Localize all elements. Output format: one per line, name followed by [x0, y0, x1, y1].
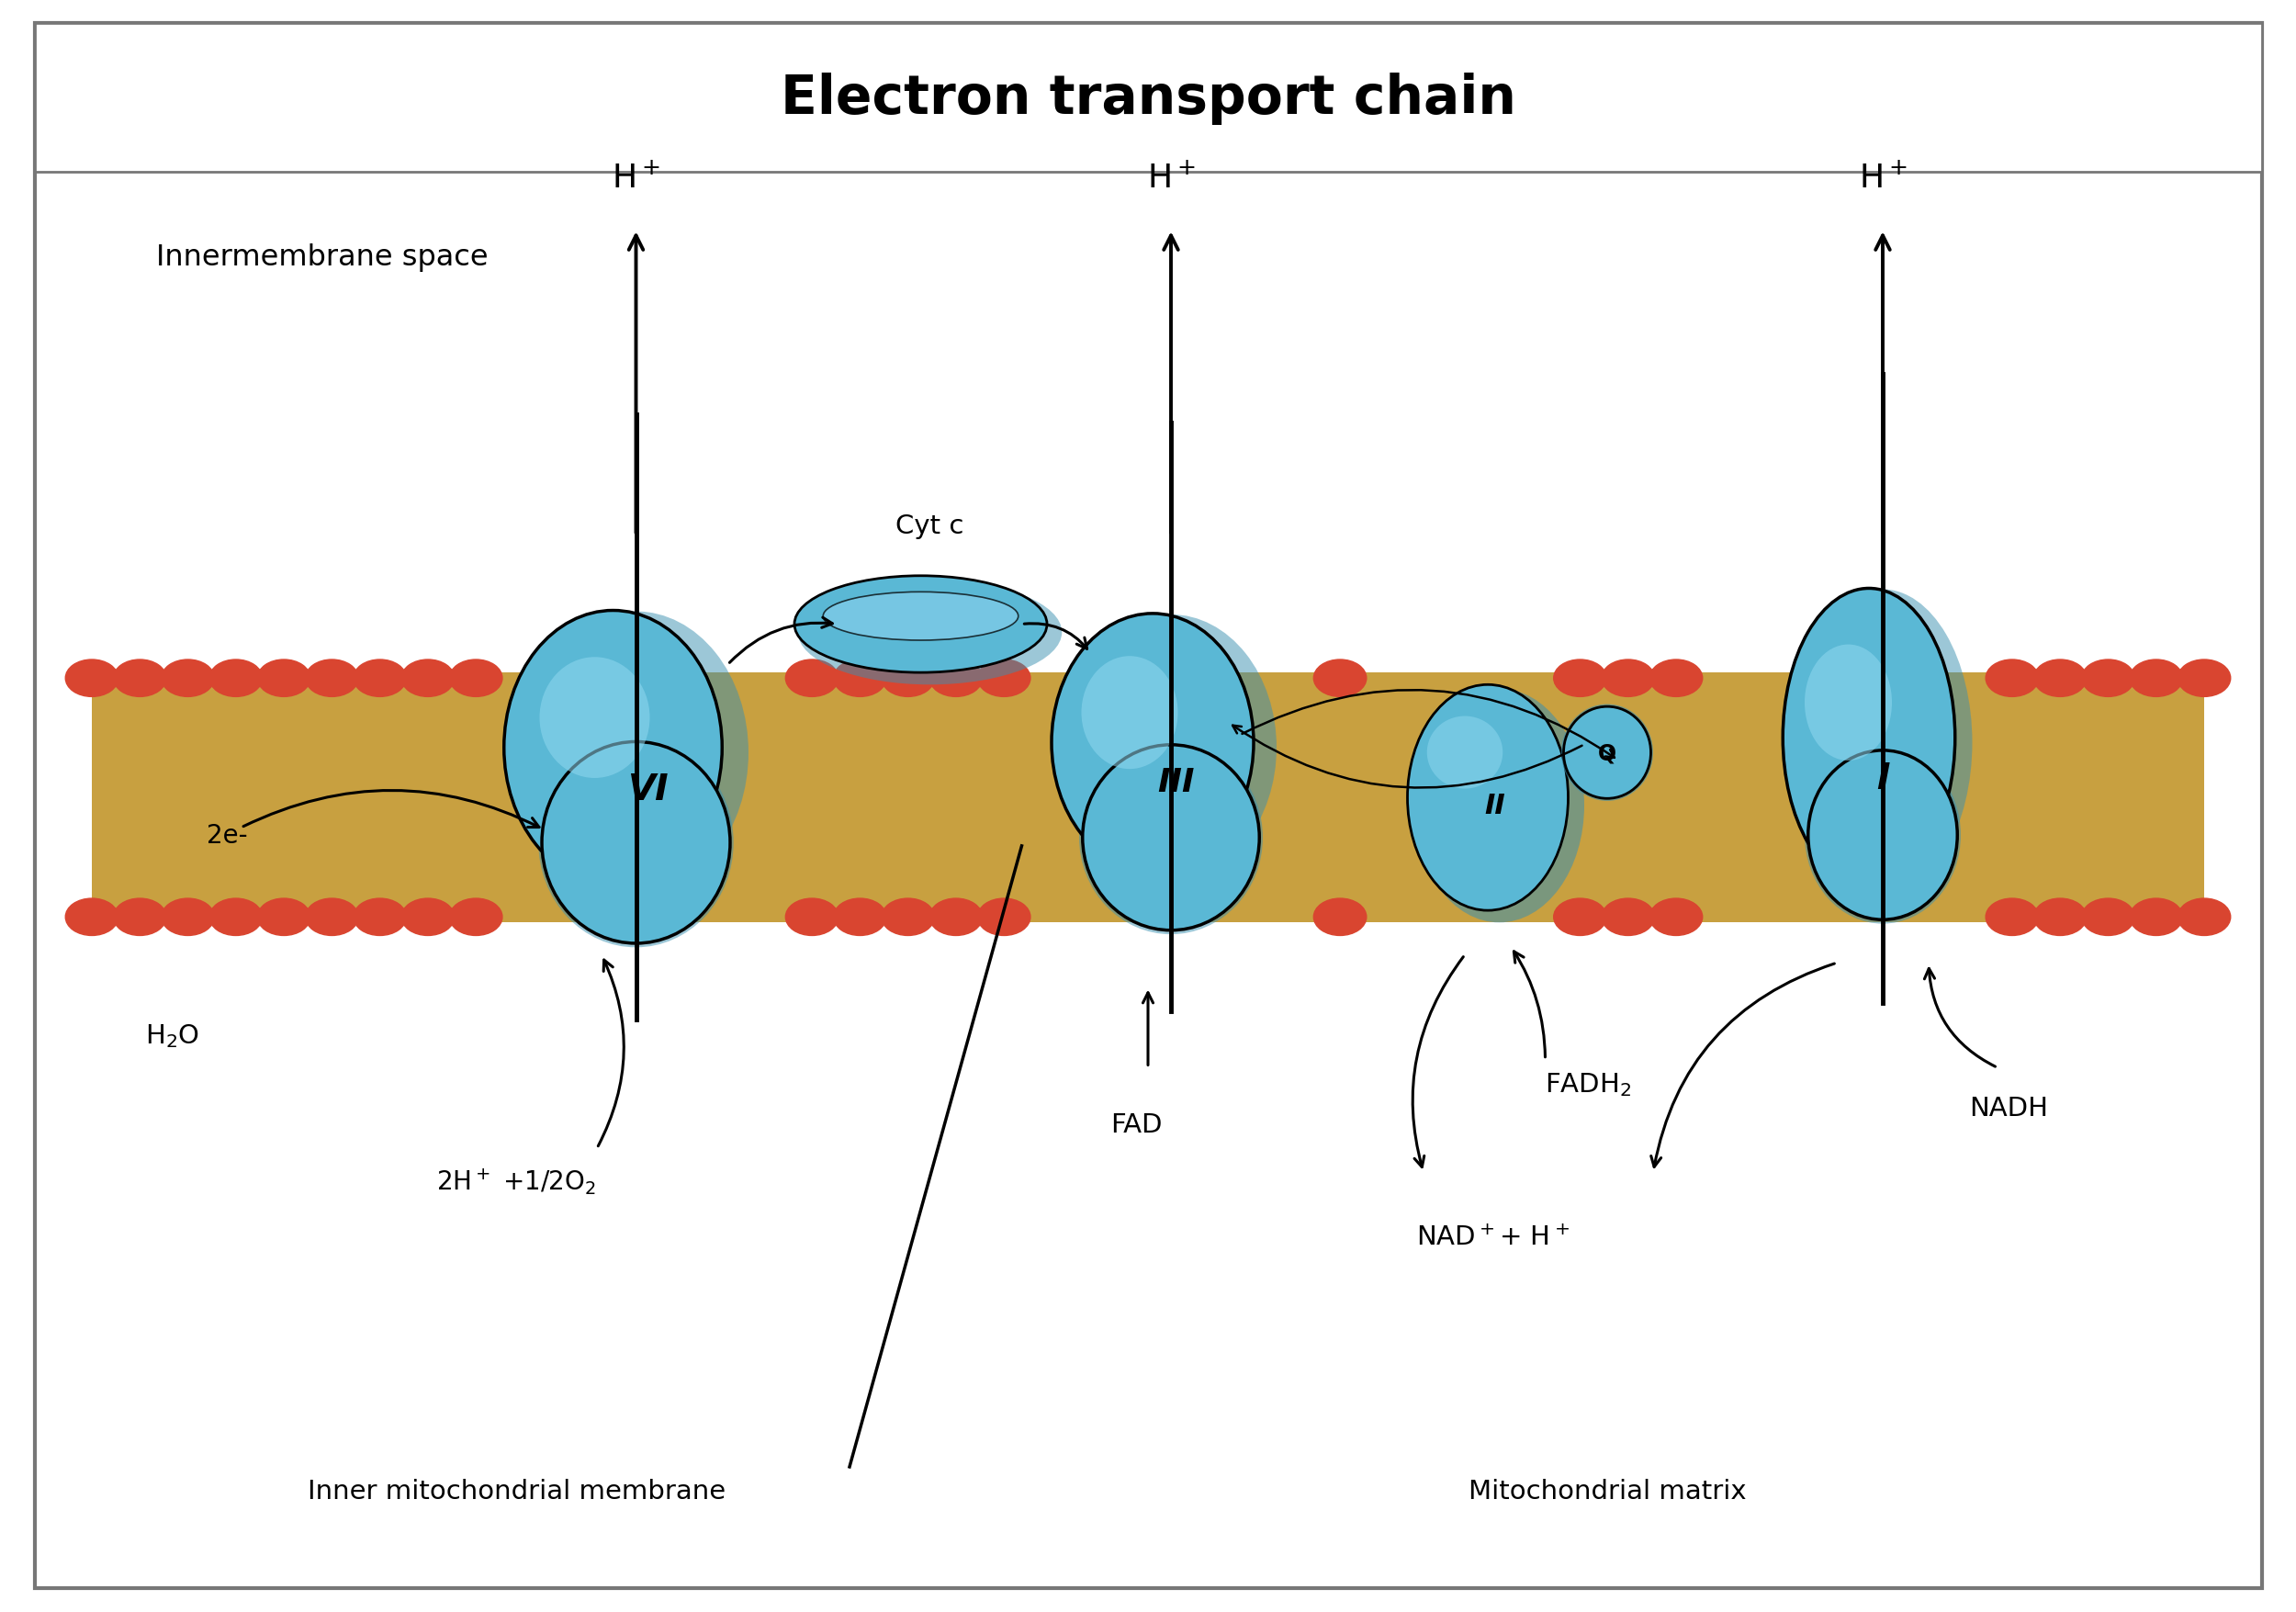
- Circle shape: [354, 659, 406, 696]
- Circle shape: [113, 899, 165, 937]
- Circle shape: [354, 899, 406, 937]
- Text: III: III: [1157, 766, 1194, 798]
- Circle shape: [2177, 899, 2232, 937]
- Circle shape: [2131, 899, 2183, 937]
- Ellipse shape: [1805, 746, 1961, 924]
- Circle shape: [113, 659, 165, 696]
- Circle shape: [882, 659, 934, 696]
- Circle shape: [305, 659, 358, 696]
- Circle shape: [257, 899, 310, 937]
- Circle shape: [2082, 659, 2135, 696]
- Circle shape: [305, 899, 358, 937]
- Circle shape: [1313, 899, 1366, 937]
- Circle shape: [2034, 659, 2087, 696]
- Ellipse shape: [1809, 751, 1956, 920]
- Circle shape: [833, 899, 886, 937]
- Circle shape: [1603, 659, 1655, 696]
- Circle shape: [1313, 659, 1366, 696]
- Circle shape: [209, 899, 262, 937]
- Ellipse shape: [505, 611, 721, 885]
- Circle shape: [930, 659, 983, 696]
- Circle shape: [1554, 659, 1607, 696]
- Circle shape: [64, 659, 119, 696]
- Circle shape: [785, 659, 838, 696]
- Ellipse shape: [1561, 704, 1653, 801]
- Bar: [34, 24, 2262, 172]
- Circle shape: [2034, 899, 2087, 937]
- Text: 2e-: 2e-: [207, 822, 248, 848]
- Circle shape: [209, 659, 262, 696]
- Circle shape: [978, 899, 1031, 937]
- Ellipse shape: [1805, 645, 1892, 761]
- Text: Q: Q: [1598, 742, 1616, 764]
- Circle shape: [161, 659, 214, 696]
- Text: Cyt c: Cyt c: [895, 514, 964, 538]
- Circle shape: [2177, 659, 2232, 696]
- Text: VI: VI: [627, 772, 668, 808]
- Ellipse shape: [540, 658, 650, 779]
- Ellipse shape: [1407, 685, 1568, 911]
- Text: Mitochondrial matrix: Mitochondrial matrix: [1467, 1478, 1747, 1504]
- Text: H$^+$: H$^+$: [1857, 163, 1908, 193]
- Text: II: II: [1483, 793, 1506, 819]
- Circle shape: [402, 899, 455, 937]
- Text: Inner mitochondrial membrane: Inner mitochondrial membrane: [308, 1478, 726, 1504]
- Circle shape: [1986, 659, 2039, 696]
- Text: NADH: NADH: [1970, 1096, 2048, 1120]
- Circle shape: [1649, 899, 1704, 937]
- Circle shape: [1986, 899, 2039, 937]
- Ellipse shape: [1084, 745, 1258, 930]
- Ellipse shape: [824, 593, 1019, 640]
- Circle shape: [450, 659, 503, 696]
- Circle shape: [161, 899, 214, 937]
- Circle shape: [402, 659, 455, 696]
- Ellipse shape: [794, 575, 1047, 674]
- Circle shape: [2082, 899, 2135, 937]
- Circle shape: [930, 899, 983, 937]
- Circle shape: [1603, 899, 1655, 937]
- Bar: [92, 674, 2204, 922]
- Text: H$_2$O: H$_2$O: [145, 1022, 200, 1049]
- Ellipse shape: [1793, 590, 1972, 896]
- Ellipse shape: [540, 738, 735, 948]
- Circle shape: [785, 899, 838, 937]
- Text: FADH$_2$: FADH$_2$: [1545, 1070, 1632, 1098]
- Ellipse shape: [523, 613, 748, 895]
- Ellipse shape: [1782, 588, 1956, 887]
- Circle shape: [64, 899, 119, 937]
- Ellipse shape: [799, 580, 1061, 685]
- Ellipse shape: [1052, 614, 1254, 872]
- Text: I: I: [1876, 761, 1890, 796]
- Ellipse shape: [1081, 656, 1178, 769]
- Circle shape: [978, 659, 1031, 696]
- Circle shape: [882, 899, 934, 937]
- Text: H$^+$: H$^+$: [611, 163, 661, 193]
- Circle shape: [2131, 659, 2183, 696]
- Text: FAD: FAD: [1111, 1112, 1162, 1136]
- Circle shape: [450, 899, 503, 937]
- Ellipse shape: [1428, 716, 1504, 788]
- Circle shape: [257, 659, 310, 696]
- Circle shape: [833, 659, 886, 696]
- Ellipse shape: [1414, 690, 1584, 922]
- Text: Innermembrane space: Innermembrane space: [156, 243, 489, 272]
- Text: Electron transport chain: Electron transport chain: [781, 73, 1515, 124]
- Ellipse shape: [1065, 616, 1277, 880]
- Ellipse shape: [1564, 708, 1651, 800]
- Text: 2H$^+$ +1/2O$_2$: 2H$^+$ +1/2O$_2$: [436, 1165, 595, 1196]
- Text: H$^+$: H$^+$: [1146, 163, 1196, 193]
- Circle shape: [1554, 899, 1607, 937]
- Ellipse shape: [542, 742, 730, 943]
- Circle shape: [1649, 659, 1704, 696]
- Ellipse shape: [1079, 742, 1263, 935]
- Text: NAD$^+$+ H$^+$: NAD$^+$+ H$^+$: [1417, 1225, 1568, 1249]
